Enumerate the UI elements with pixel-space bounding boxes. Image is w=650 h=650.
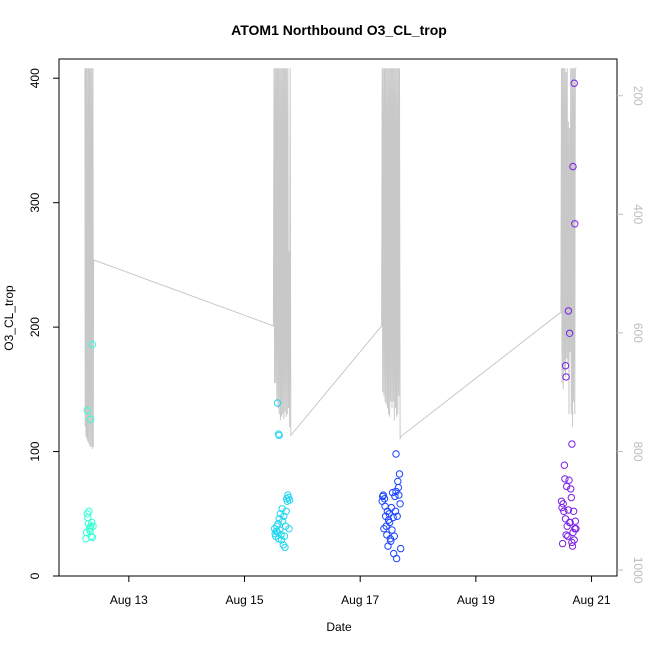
data-point-series-2: [280, 532, 289, 540]
y-tick-label: 400: [28, 68, 42, 88]
y2-axis: 200 400 600 800 1000: [617, 86, 645, 584]
data-point-series-3: [389, 513, 397, 522]
data-point-series-3: [397, 544, 405, 553]
data-point-series-4: [571, 220, 579, 228]
x-tick-label: Aug 13: [110, 593, 148, 607]
data-point-series-2: [275, 431, 283, 440]
y2-tick-label: 600: [631, 323, 645, 343]
data-point-series-1: [88, 518, 96, 527]
data-point-series-4: [571, 517, 579, 525]
data-point-series-4: [568, 542, 577, 550]
data-point-series-3: [387, 537, 395, 545]
data-point-series-3: [395, 470, 404, 478]
y-axis-label: O3_CL_trop: [2, 285, 16, 351]
data-point-series-4: [561, 515, 570, 523]
data-point-series-4: [564, 506, 573, 514]
data-point-series-1: [87, 522, 95, 530]
data-point-series-3: [380, 495, 389, 503]
data-point-series-3: [391, 507, 400, 515]
data-point-series-4: [562, 373, 570, 381]
data-point-series-2: [281, 543, 289, 552]
data-point-series-4: [564, 532, 572, 540]
data-point-series-4: [562, 531, 570, 539]
data-point-series-3: [379, 491, 387, 499]
data-point-series-3: [386, 518, 394, 527]
data-point-series-3: [380, 525, 388, 533]
chart-title: ATOM1 Northbound O3_CL_trop: [231, 22, 447, 38]
data-point-series-4: [558, 503, 566, 512]
data-point-series-3: [394, 477, 402, 486]
y-tick-label: 300: [28, 192, 42, 212]
data-point-series-1: [88, 533, 97, 542]
y2-tick-label: 200: [631, 86, 645, 106]
y2-tick-label: 1000: [631, 557, 645, 584]
data-point-series-3: [392, 450, 400, 458]
data-point-series-4: [560, 507, 568, 515]
data-point-series-4: [568, 538, 576, 547]
data-point-series-4: [565, 476, 573, 484]
x-axis-label: Date: [326, 620, 352, 634]
data-point-series-3: [387, 503, 396, 512]
x-axis: Aug 13 Aug 15 Aug 17 Aug 19 Aug 21: [110, 576, 611, 607]
data-point-series-4: [567, 493, 575, 502]
data-point-series-2: [285, 525, 293, 533]
data-point-series-4: [563, 482, 571, 491]
data-point-series-4: [558, 539, 567, 548]
data-point-series-2: [272, 527, 280, 535]
data-point-series-4: [559, 500, 567, 508]
data-point-series-4: [570, 536, 578, 544]
data-point-series-4: [560, 461, 569, 469]
data-point-series-1: [85, 507, 93, 515]
y-axis: 0 100 200 300 400: [28, 68, 59, 579]
data-point-series-4: [561, 362, 570, 370]
data-point-series-2: [285, 496, 294, 504]
data-point-series-4: [568, 440, 576, 448]
data-point-series-4: [567, 485, 575, 493]
data-point-series-1: [87, 532, 95, 540]
x-tick-label: Aug 15: [225, 593, 263, 607]
data-point-series-2: [282, 507, 290, 515]
y-tick-label: 100: [28, 441, 42, 461]
data-point-series-3: [388, 488, 397, 497]
data-point-series-3: [390, 532, 398, 540]
x-tick-label: Aug 21: [573, 593, 611, 607]
data-point-series-4: [564, 307, 573, 315]
data-point-series-2: [273, 399, 282, 407]
data-point-series-4: [570, 79, 578, 87]
data-point-series-4: [566, 518, 574, 527]
data-point-series-4: [569, 507, 578, 515]
data-point-series-3: [395, 491, 403, 499]
data-point-series-3: [393, 512, 401, 520]
data-point-series-3: [391, 492, 399, 501]
data-point-series-3: [383, 531, 391, 539]
data-point-series-2: [277, 531, 285, 539]
y-tick-label: 200: [28, 317, 42, 337]
y2-tick-label: 400: [631, 204, 645, 224]
data-point-series-4: [565, 329, 574, 337]
line-path: [84, 67, 577, 450]
plot-area-border: [58, 58, 618, 577]
data-point-series-4: [572, 525, 580, 533]
data-point-series-3: [392, 554, 401, 563]
data-point-series-3: [396, 500, 404, 508]
y-tick-label: 0: [28, 572, 42, 579]
y2-tick-label: 800: [631, 441, 645, 461]
data-point-series-3: [385, 510, 393, 518]
data-point-series-1: [88, 340, 97, 349]
data-point-series-3: [388, 526, 396, 534]
data-point-series-2: [276, 526, 284, 534]
x-tick-label: Aug 19: [457, 593, 495, 607]
data-point-series-1: [87, 415, 95, 423]
scatter-points: [82, 79, 580, 563]
data-point-series-1: [89, 522, 97, 530]
x-tick-label: Aug 17: [341, 593, 379, 607]
data-point-series-4: [561, 475, 569, 483]
data-point-series-1: [83, 406, 91, 415]
data-point-series-3: [394, 483, 403, 492]
data-point-series-2: [278, 505, 286, 513]
line-series: [84, 67, 577, 450]
data-point-series-4: [569, 162, 577, 171]
